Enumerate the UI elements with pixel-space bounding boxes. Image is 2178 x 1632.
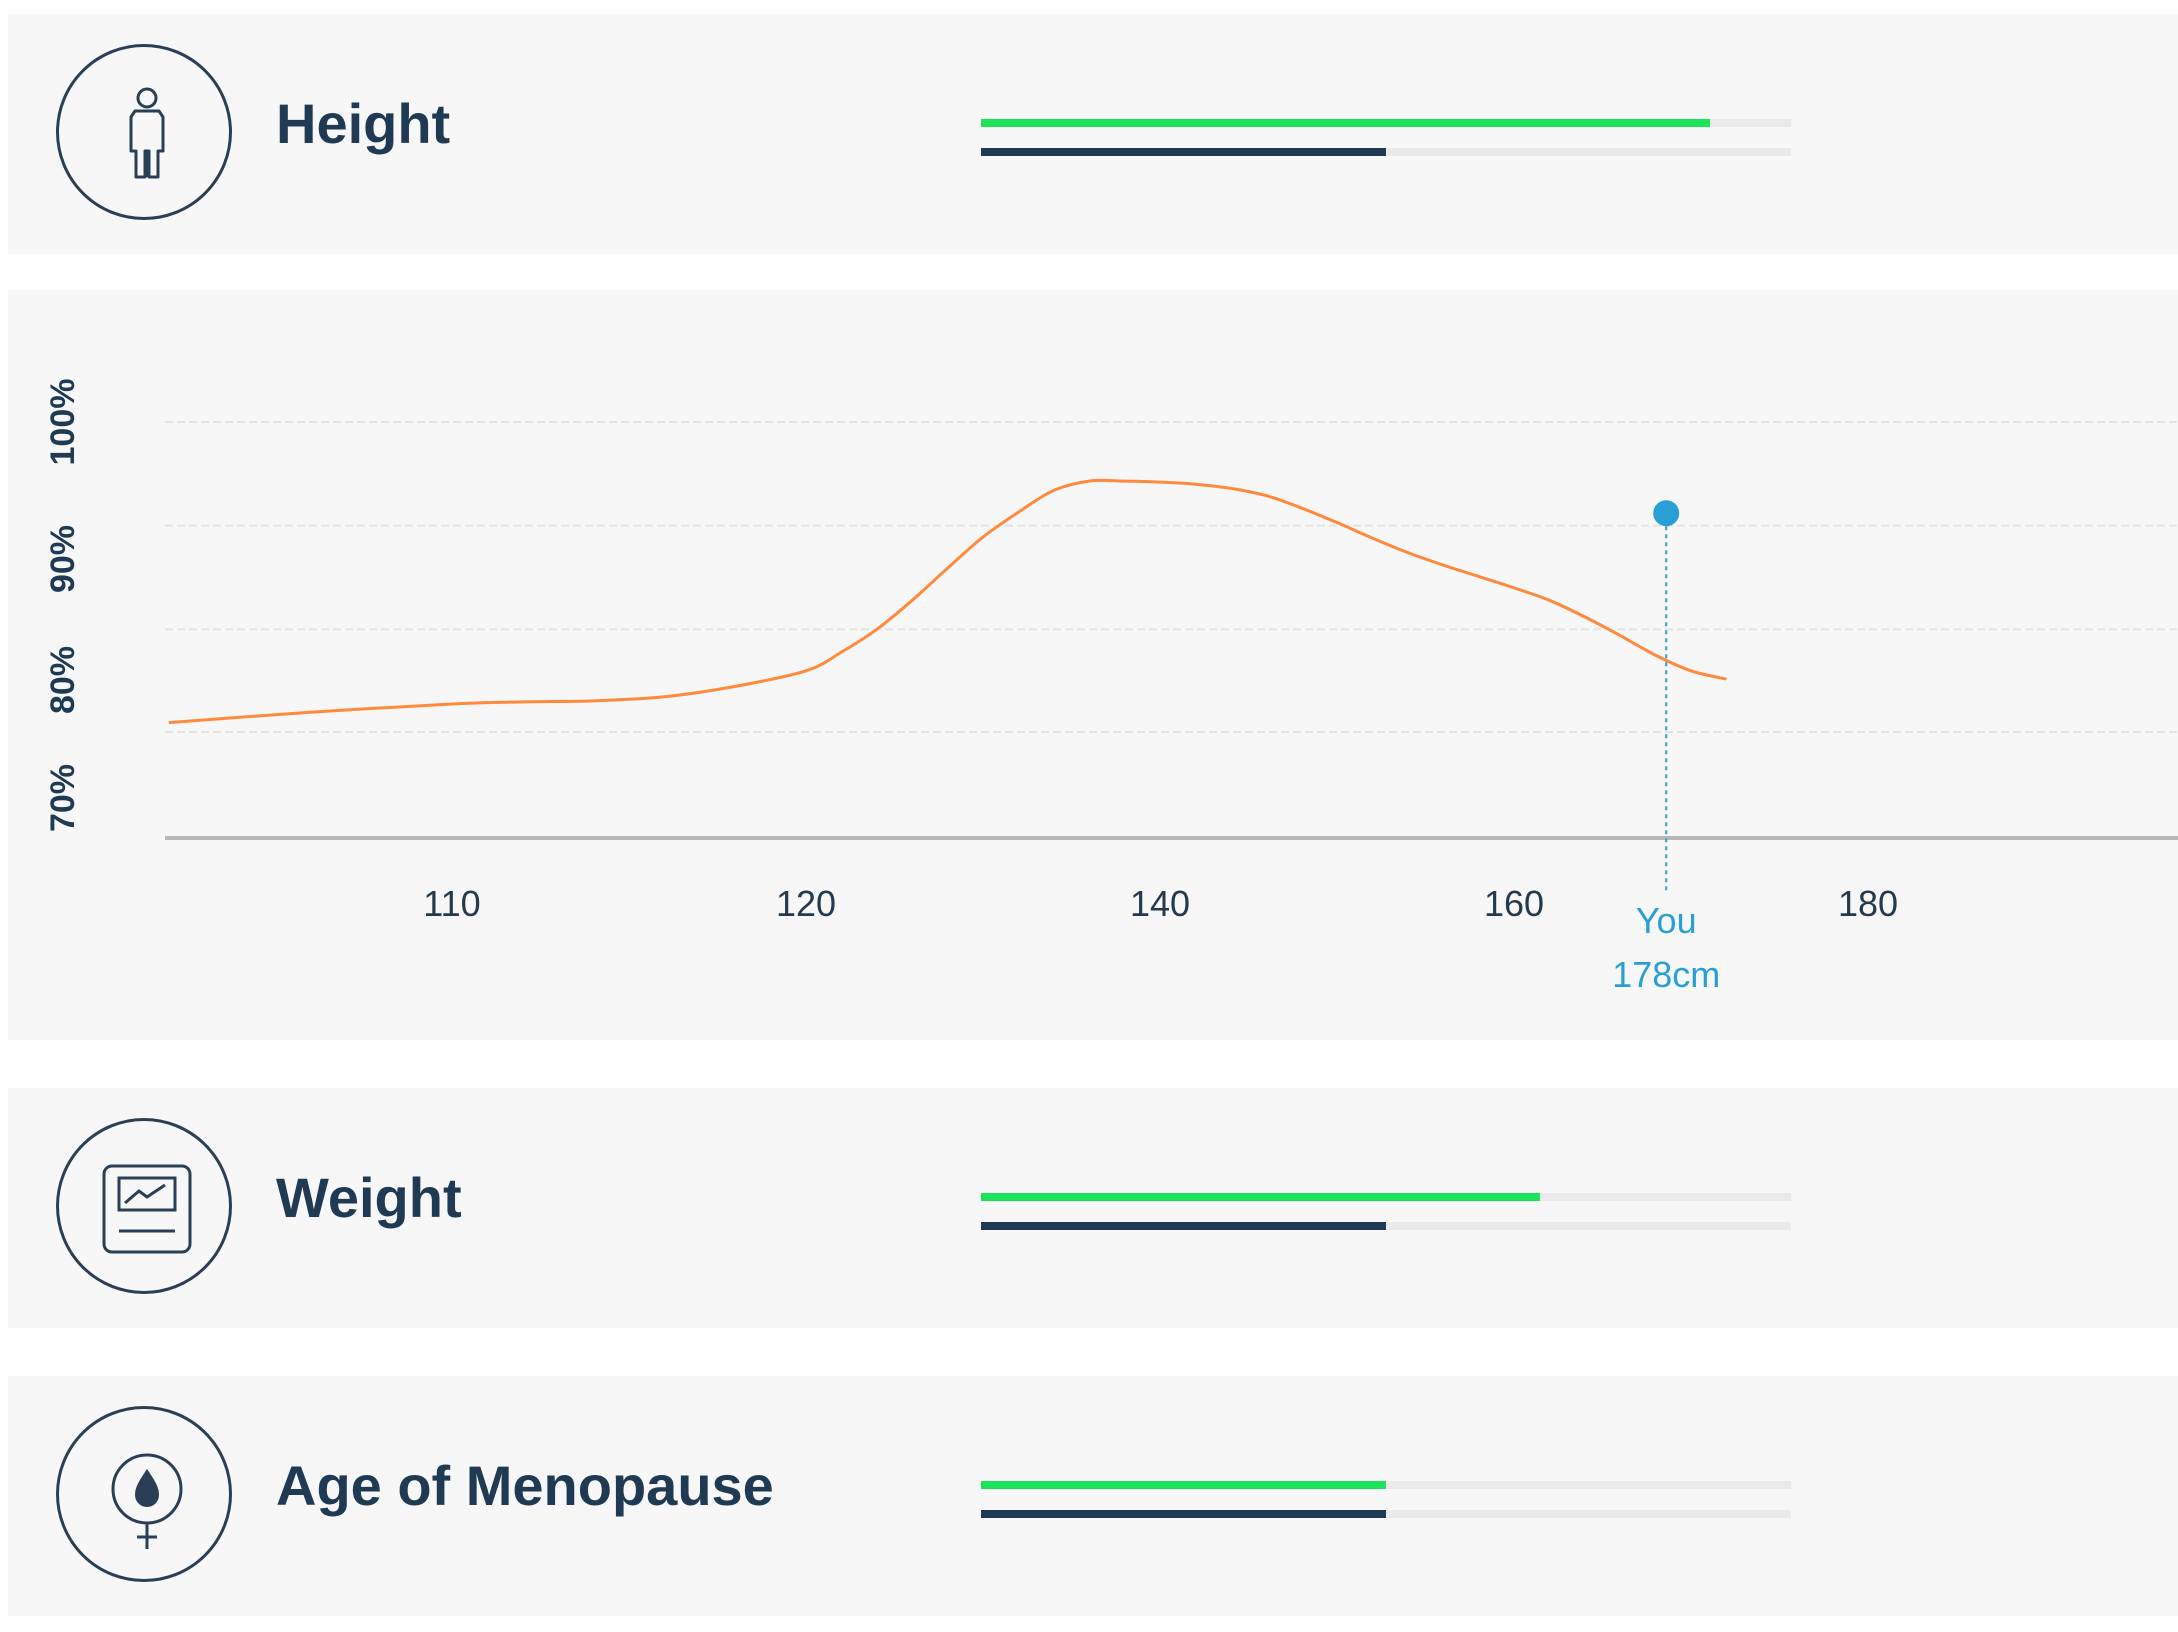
you-value-label: 178cm bbox=[1612, 954, 1720, 995]
row-title-height: Height bbox=[276, 92, 451, 155]
chart-canvas: 70% 80% 90% 100% 110 120 140 160 180 You 178cm bbox=[44, 379, 2178, 995]
weight-average-bar bbox=[981, 1222, 1791, 1230]
height-row[interactable]: Height bbox=[8, 14, 2178, 254]
person-icon bbox=[56, 44, 232, 220]
you-label: You bbox=[1636, 900, 1697, 941]
height-score-bar bbox=[981, 119, 1791, 127]
you-marker-dot[interactable] bbox=[1653, 500, 1680, 527]
height-average-fill bbox=[981, 148, 1386, 156]
menopause-score-bar bbox=[981, 1481, 1791, 1489]
y-tick-label: 90% bbox=[44, 525, 82, 593]
scale-icon bbox=[56, 1118, 232, 1294]
row-title-menopause: Age of Menopause bbox=[276, 1454, 774, 1517]
weight-average-fill bbox=[981, 1222, 1386, 1230]
x-tick-label: 110 bbox=[423, 883, 480, 924]
height-score-fill bbox=[981, 119, 1710, 127]
weight-score-fill bbox=[981, 1193, 1540, 1201]
y-tick-label: 80% bbox=[44, 646, 82, 714]
x-tick-label: 140 bbox=[1130, 883, 1190, 924]
weight-score-bar bbox=[981, 1193, 1791, 1201]
height-distribution-chart: 70% 80% 90% 100% 110 120 140 160 180 You 178cm bbox=[8, 290, 2178, 1040]
y-tick-label: 70% bbox=[44, 764, 82, 832]
female-drop-icon bbox=[56, 1406, 232, 1582]
row-title-weight: Weight bbox=[276, 1166, 462, 1229]
height-average-bar bbox=[981, 148, 1791, 156]
x-tick-label: 160 bbox=[1484, 883, 1544, 924]
x-tick-label: 180 bbox=[1838, 883, 1898, 924]
weight-row[interactable]: Weight bbox=[8, 1088, 2178, 1328]
y-tick-label: 100% bbox=[44, 379, 82, 466]
x-tick-label: 120 bbox=[776, 883, 836, 924]
menopause-row[interactable]: Age of Menopause bbox=[8, 1376, 2178, 1616]
menopause-average-fill bbox=[981, 1510, 1386, 1518]
distribution-curve bbox=[168, 478, 1727, 725]
menopause-score-fill bbox=[981, 1481, 1386, 1489]
menopause-average-bar bbox=[981, 1510, 1791, 1518]
